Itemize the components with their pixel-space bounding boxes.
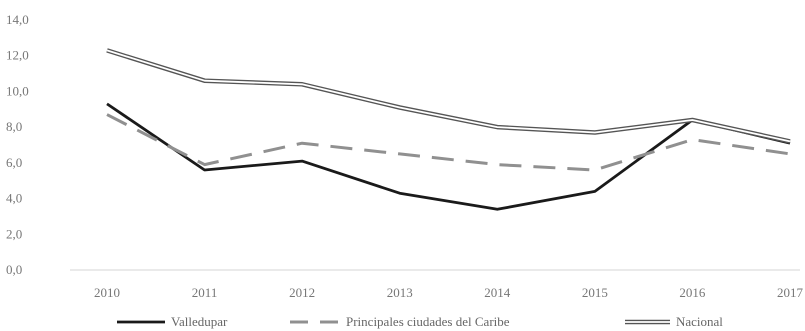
legend-label: Valledupar bbox=[171, 314, 228, 329]
series-layer bbox=[106, 48, 791, 211]
x-tick-label: 2015 bbox=[582, 285, 608, 300]
x-axis: 2010 2011 2012 2013 2014 2015 2016 2017 bbox=[70, 269, 804, 300]
x-tick-label: 2012 bbox=[289, 285, 315, 300]
legend-item: Nacional bbox=[625, 314, 723, 329]
y-tick-label: 2,0 bbox=[6, 226, 22, 241]
y-axis: 0,0 2,0 4,0 6,0 8,0 10,0 12,0 14,0 bbox=[6, 12, 29, 277]
y-tick-label: 14,0 bbox=[6, 12, 29, 27]
legend-item: Valledupar bbox=[117, 314, 228, 329]
x-tick-label: 2016 bbox=[679, 285, 706, 300]
legend-label: Nacional bbox=[676, 314, 723, 329]
legend-item: Principales ciudades del Caribe bbox=[290, 314, 510, 329]
y-tick-label: 4,0 bbox=[6, 191, 22, 206]
y-tick-label: 6,0 bbox=[6, 155, 22, 170]
y-tick-label: 0,0 bbox=[6, 262, 22, 277]
y-tick-label: 10,0 bbox=[6, 83, 29, 98]
x-tick-label: 2010 bbox=[94, 285, 120, 300]
legend: Valledupar Principales ciudades del Carib… bbox=[117, 314, 723, 329]
series-line-principales-ciudades-del-caribe bbox=[106, 113, 791, 172]
y-tick-label: 12,0 bbox=[6, 48, 29, 63]
x-tick-label: 2017 bbox=[777, 285, 804, 300]
x-tick-label: 2013 bbox=[387, 285, 413, 300]
x-tick-label: 2011 bbox=[192, 285, 218, 300]
y-tick-label: 8,0 bbox=[6, 119, 22, 134]
legend-label: Principales ciudades del Caribe bbox=[346, 314, 510, 329]
series-line-nacional bbox=[106, 48, 791, 144]
x-tick-label: 2014 bbox=[484, 285, 511, 300]
